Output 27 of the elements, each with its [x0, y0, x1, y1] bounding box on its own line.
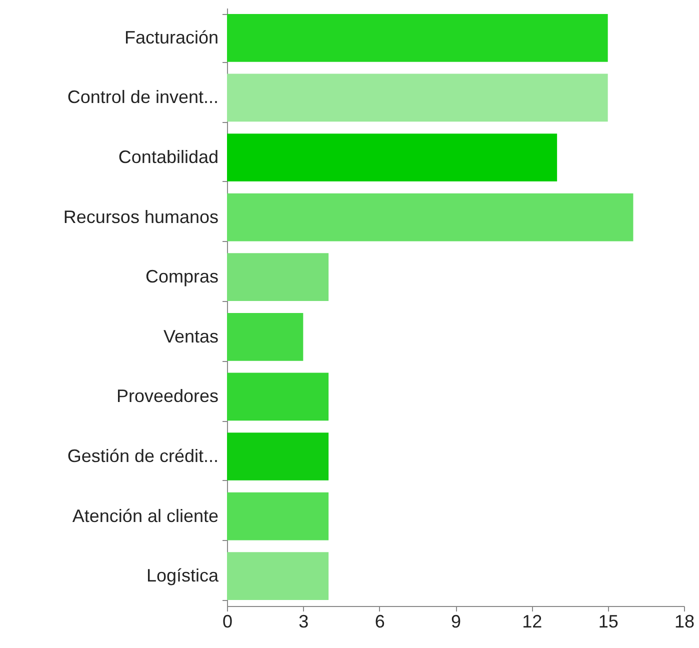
- bar: [227, 312, 304, 361]
- x-tick-label: 3: [298, 612, 309, 632]
- bar: [227, 372, 329, 421]
- x-tick-label: 18: [674, 612, 695, 632]
- bar: [227, 552, 329, 600]
- y-tick-label: Ventas: [163, 326, 218, 346]
- x-tick-label: 15: [598, 612, 618, 632]
- bar: [227, 74, 608, 122]
- y-tick-label: Recursos humanos: [63, 206, 218, 227]
- bar: [227, 492, 329, 540]
- y-tick-label: Proveedores: [116, 386, 218, 406]
- bar: [227, 253, 329, 302]
- bar: [227, 134, 558, 182]
- x-tick-label: 0: [222, 612, 233, 632]
- bar: [227, 432, 329, 480]
- x-tick-label: 12: [522, 612, 542, 632]
- bar: [227, 193, 634, 242]
- y-tick-label: Gestión de crédit...: [67, 446, 218, 466]
- y-tick-label: Logística: [146, 566, 220, 586]
- y-tick-label: Control de invent...: [67, 87, 218, 108]
- y-tick-label: Contabilidad: [118, 147, 218, 167]
- y-tick-label: Facturación: [124, 27, 218, 48]
- x-tick-label: 6: [374, 612, 385, 632]
- y-tick-label: Compras: [145, 266, 218, 287]
- bar: [227, 14, 608, 62]
- y-tick-label: Atención al cliente: [72, 506, 218, 526]
- x-tick-label: 9: [450, 612, 462, 632]
